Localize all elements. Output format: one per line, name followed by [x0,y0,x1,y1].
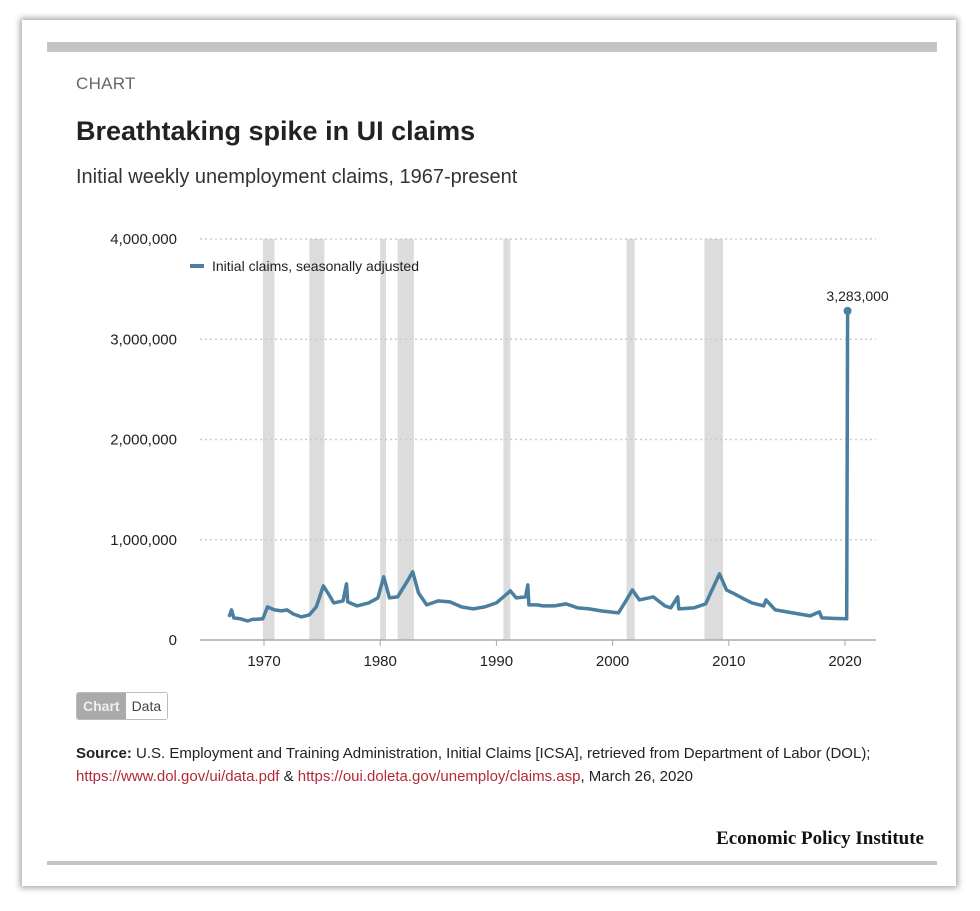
line-chart: 0 1,000,000 2,000,000 3,000,000 4,000,000 197… [110,231,889,670]
series-line-initial-claims [227,310,850,623]
x-tick-label: 1990 [480,653,513,670]
epi-logo: Economic Policy Institute [716,828,924,849]
x-tick-label: 2000 [596,653,629,670]
bottom-rule [47,861,937,865]
peak-point [843,306,852,315]
y-tick-label: 0 [169,632,177,649]
peak-label: 3,283,000 [826,288,888,304]
recession-band [380,239,387,640]
source-text: U.S. Employment and Training Administrat… [131,745,871,762]
x-tick-label: 1970 [247,653,280,670]
top-rule [47,42,937,52]
data-view-button[interactable]: Data [125,693,168,719]
chart-subtitle: Initial weekly unemployment claims, 1967… [76,166,518,188]
y-tick-label: 1,000,000 [110,532,177,549]
chart-kicker: CHART [76,74,136,93]
y-tick-label: 4,000,000 [110,231,177,248]
x-tick-label: 2020 [828,653,861,670]
view-toggle: Chart Data [76,692,169,720]
recession-band [262,239,275,640]
y-tick-label: 2,000,000 [110,432,177,449]
x-tick-label: 2010 [712,653,745,670]
legend-swatch [190,264,204,268]
source-link-dol[interactable]: https://www.dol.gov/ui/data.pdf [76,768,280,785]
legend-label: Initial claims, seasonally adjusted [212,258,419,274]
chart-view-button[interactable]: Chart [77,693,126,719]
source-link-doleta[interactable]: https://oui.doleta.gov/unemploy/claims.a… [297,768,581,785]
chart-title: Breathtaking spike in UI claims [76,116,476,146]
source-note: Source: U.S. Employment and Training Adm… [76,742,906,788]
source-label: Source: [76,745,132,762]
x-tick-label: 1980 [364,653,397,670]
source-date: , March 26, 2020 [580,768,694,785]
y-tick-label: 3,000,000 [110,331,177,348]
recession-band [704,239,723,640]
chart-card [22,20,956,886]
source-amp: & [279,768,298,785]
